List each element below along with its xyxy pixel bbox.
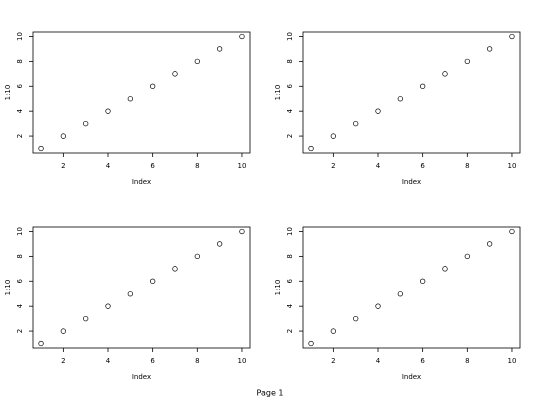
x-tick-label: 6 [150, 357, 155, 365]
x-tick-label: 2 [61, 162, 65, 170]
point [464, 58, 470, 65]
point [60, 328, 67, 334]
point [38, 145, 44, 152]
x-tick-label: 6 [420, 162, 425, 170]
point [38, 340, 44, 347]
x-tick-label: 4 [106, 357, 111, 365]
point [150, 278, 156, 284]
x-tick-label: 8 [465, 162, 469, 170]
point [194, 58, 200, 65]
y-axis-title: 1:10 [4, 85, 12, 101]
y-tick-label: 10 [16, 32, 24, 41]
point [397, 291, 403, 297]
y-tick-label: 2 [286, 134, 294, 138]
point [194, 253, 200, 260]
y-tick-label: 2 [286, 329, 294, 333]
x-tick-label: 10 [508, 162, 517, 170]
y-tick-label: 6 [286, 84, 294, 89]
x-tick-label: 2 [61, 357, 65, 365]
point [308, 340, 314, 347]
y-tick-label: 8 [286, 59, 294, 63]
point [105, 108, 111, 114]
y-tick-label: 4 [286, 303, 294, 308]
point [420, 83, 426, 89]
y-tick-label: 2 [16, 134, 24, 138]
y-tick-label: 8 [16, 254, 24, 258]
point [442, 266, 448, 272]
y-tick-label: 10 [286, 227, 294, 236]
y-tick-label: 10 [286, 32, 294, 41]
y-tick-label: 4 [16, 303, 24, 308]
point [172, 266, 178, 272]
x-tick-label: 10 [508, 357, 517, 365]
point [150, 83, 156, 89]
point [509, 228, 515, 235]
point [83, 120, 89, 127]
plot-box [32, 226, 251, 349]
y-tick-label: 2 [16, 329, 24, 333]
point [105, 303, 111, 309]
point [127, 291, 133, 297]
point [216, 241, 223, 247]
x-tick-label: 2 [331, 357, 335, 365]
page-footer: Page 1 [257, 389, 284, 398]
point [353, 120, 359, 127]
point [442, 71, 448, 77]
x-tick-label: 8 [465, 357, 469, 365]
point [216, 46, 223, 52]
x-tick-label: 6 [150, 162, 155, 170]
x-tick-label: 8 [195, 357, 199, 365]
point [420, 278, 426, 284]
x-axis-title: Index [132, 178, 151, 186]
point [486, 46, 493, 52]
y-tick-label: 4 [286, 108, 294, 113]
point [127, 96, 133, 102]
x-tick-label: 10 [238, 357, 247, 365]
x-axis-title: Index [402, 178, 421, 186]
y-tick-label: 6 [286, 279, 294, 284]
point [60, 133, 67, 139]
y-axis-title: 1:10 [4, 280, 12, 296]
plot-box [302, 226, 521, 349]
plot-box [302, 31, 521, 154]
point [375, 303, 381, 309]
point [353, 315, 359, 322]
x-tick-label: 4 [106, 162, 111, 170]
x-tick-label: 8 [195, 162, 199, 170]
x-axis-title: Index [402, 373, 421, 381]
x-tick-label: 2 [331, 162, 335, 170]
point [486, 241, 493, 247]
point [509, 33, 515, 40]
point [239, 33, 245, 40]
plot-box [32, 31, 251, 154]
point [83, 315, 89, 322]
point [330, 328, 337, 334]
point [172, 71, 178, 77]
x-tick-label: 4 [376, 162, 381, 170]
y-axis-title: 1:10 [274, 85, 282, 101]
y-tick-label: 8 [16, 59, 24, 63]
y-tick-label: 6 [16, 84, 24, 89]
point [397, 96, 403, 102]
y-tick-label: 4 [16, 108, 24, 113]
x-tick-label: 4 [376, 357, 381, 365]
y-axis-title: 1:10 [274, 280, 282, 296]
y-tick-label: 8 [286, 254, 294, 258]
point [464, 253, 470, 260]
point [239, 228, 245, 235]
x-tick-label: 6 [420, 357, 425, 365]
point [330, 133, 337, 139]
x-tick-label: 10 [238, 162, 247, 170]
point [375, 108, 381, 114]
y-tick-label: 6 [16, 279, 24, 284]
point [308, 145, 314, 152]
x-axis-title: Index [132, 373, 151, 381]
y-tick-label: 10 [16, 227, 24, 236]
